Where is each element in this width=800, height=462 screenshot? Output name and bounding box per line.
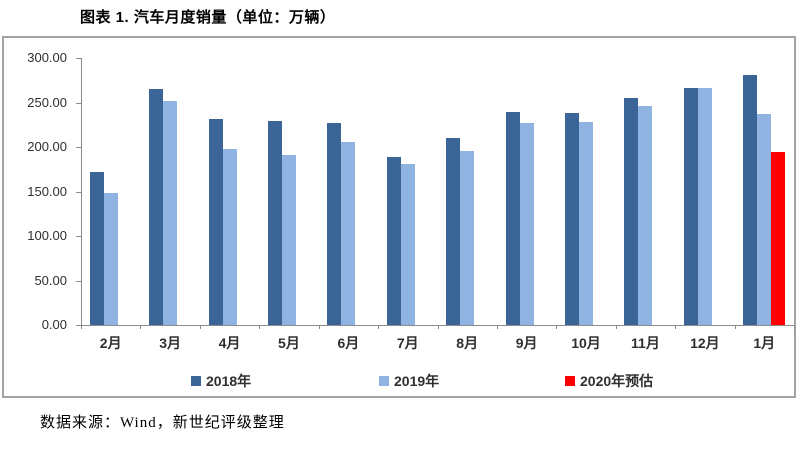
chart-title: 图表 1. 汽车月度销量（单位：万辆） <box>80 9 336 26</box>
bar-2019-month-3 <box>222 148 237 325</box>
y-axis-label: 50.00 <box>34 272 67 288</box>
bar-2018-month-10 <box>624 98 639 325</box>
y-tick-mark <box>76 325 81 326</box>
x-tick-mark <box>81 325 82 329</box>
y-tick-mark <box>76 102 81 104</box>
x-tick-mark <box>615 325 617 329</box>
x-axis-label: 8月 <box>456 335 479 351</box>
legend-swatch-2018 <box>191 376 201 386</box>
bar-2019-month-8 <box>519 122 534 325</box>
bar-2018-month-5 <box>327 122 342 325</box>
x-tick-mark <box>794 325 795 329</box>
bar-2018-month-7 <box>446 137 461 325</box>
y-axis-label: 250.00 <box>27 94 67 110</box>
x-tick-mark <box>378 325 380 329</box>
y-axis-line <box>81 58 82 325</box>
y-tick-mark <box>76 147 81 148</box>
legend-label-2020-forecast: 2020年预估 <box>580 373 654 389</box>
bar-2018-month-1 <box>89 172 104 325</box>
legend-item-2019: 2019年 <box>379 370 439 392</box>
bar-2018-month-9 <box>565 113 580 325</box>
bar-2020-forecast-month-12 <box>771 152 786 325</box>
bar-2019-month-5 <box>341 141 356 325</box>
bar-2019-month-1 <box>103 193 118 325</box>
bar-2018-month-8 <box>505 111 520 325</box>
y-axis-label: 0.00 <box>41 317 67 332</box>
x-tick-mark <box>437 325 439 329</box>
y-axis-label: 150.00 <box>27 183 67 199</box>
y-axis-label: 300.00 <box>27 50 67 65</box>
legend-label-2018: 2018年 <box>206 373 252 389</box>
y-tick-mark <box>76 58 81 59</box>
x-axis-label: 2月 <box>99 335 122 351</box>
x-tick-mark <box>675 325 677 329</box>
bar-2018-month-12 <box>743 74 758 325</box>
source-note: 数据来源：Wind，新世纪评级整理 <box>40 415 285 431</box>
bar-2019-month-9 <box>579 121 594 325</box>
legend-item-2020-forecast: 2020年预估 <box>565 370 653 392</box>
x-axis-label: 5月 <box>278 335 300 351</box>
bar-2019-month-2 <box>163 100 178 325</box>
bar-2018-month-6 <box>386 156 401 325</box>
y-tick-mark <box>76 280 81 282</box>
x-tick-mark <box>318 325 320 329</box>
legend: 2018年 2019年 2020年预估 <box>4 370 794 392</box>
x-tick-mark <box>734 325 736 329</box>
x-axis-label: 1月 <box>753 335 776 351</box>
x-axis-label: 3月 <box>159 335 181 351</box>
x-tick-mark <box>496 325 498 329</box>
bar-2019-month-4 <box>281 154 296 325</box>
legend-swatch-2019 <box>379 376 389 386</box>
bar-2019-month-12 <box>757 114 772 325</box>
bar-2019-month-10 <box>638 106 653 325</box>
legend-item-2018: 2018年 <box>191 370 251 392</box>
x-axis-label: 11月 <box>631 335 660 351</box>
bar-2019-month-11 <box>697 88 712 325</box>
x-axis-label: 10月 <box>571 335 601 351</box>
x-axis-label: 7月 <box>396 335 419 351</box>
x-tick-mark <box>199 325 201 329</box>
x-axis-label: 6月 <box>337 335 360 351</box>
x-axis-label: 9月 <box>515 335 538 351</box>
y-axis-label: 200.00 <box>27 139 67 154</box>
x-axis-label: 4月 <box>218 335 241 351</box>
legend-swatch-2020-forecast <box>565 376 575 386</box>
bar-2018-month-2 <box>149 88 164 325</box>
x-axis-label: 12月 <box>690 335 720 351</box>
bar-2018-month-3 <box>208 118 223 325</box>
y-axis-label: 100.00 <box>27 228 67 243</box>
bar-2019-month-7 <box>460 150 475 325</box>
x-tick-mark <box>556 325 558 329</box>
x-tick-mark <box>140 325 142 329</box>
y-tick-mark <box>76 191 81 193</box>
chart-frame: 0.00 50.00 100.00 150.00 200.00 250.00 300.00 2… <box>2 36 796 398</box>
y-tick-mark <box>76 236 81 237</box>
bar-2019-month-6 <box>400 164 415 325</box>
plot-area: 0.00 50.00 100.00 150.00 200.00 250.00 300.00 2… <box>4 38 795 396</box>
legend-label-2019: 2019年 <box>394 373 440 389</box>
bar-2018-month-11 <box>683 88 698 325</box>
bar-2018-month-4 <box>267 121 282 325</box>
x-tick-mark <box>259 325 261 329</box>
